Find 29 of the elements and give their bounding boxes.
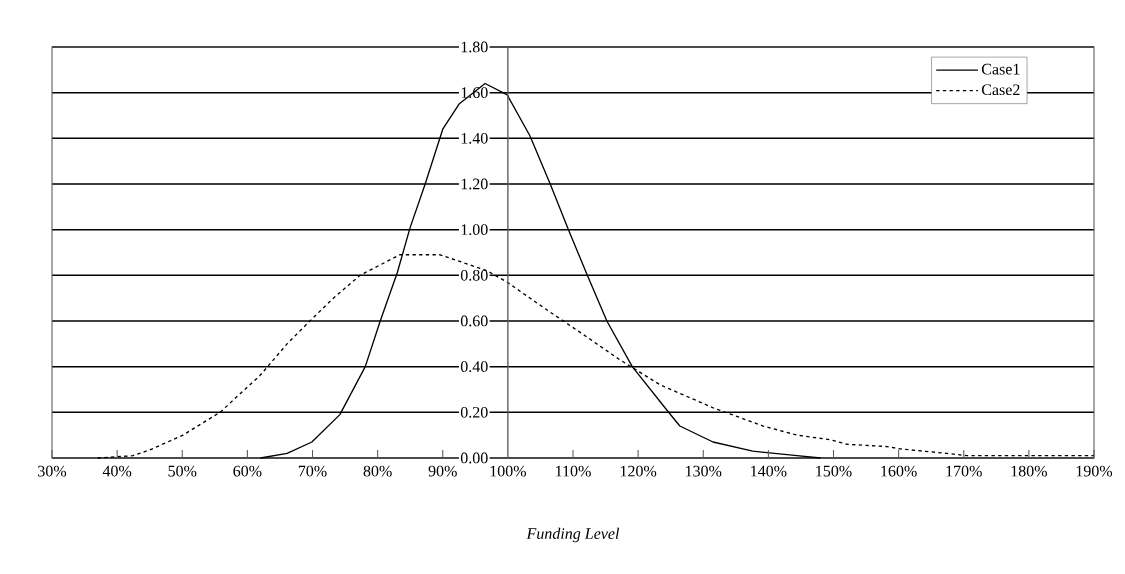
x-tick-label: 120%: [620, 465, 657, 477]
x-tick-label: 180%: [1011, 465, 1047, 477]
legend-label: Case2: [981, 84, 1020, 96]
x-tick-label: 190%: [1076, 465, 1113, 477]
x-tick-label: 110%: [556, 465, 591, 477]
legend-label: Case1: [981, 63, 1020, 75]
x-tick-label: 70%: [298, 465, 327, 477]
y-tick-label: 0.20: [460, 406, 488, 418]
x-tick-label: 60%: [233, 465, 262, 477]
y-tick-label: 1.20: [461, 178, 488, 190]
x-tick-label: 130%: [685, 465, 722, 477]
x-tick-label: 160%: [881, 465, 917, 477]
x-tick-label: 30%: [38, 465, 67, 477]
y-tick-label: 0.60: [460, 315, 488, 327]
x-tick-label: 100%: [490, 465, 526, 477]
y-tick-label: 0.00: [460, 452, 488, 464]
x-tick-label: 50%: [168, 465, 197, 477]
x-tick-label: 150%: [816, 465, 852, 477]
y-tick-label: 1.80: [461, 41, 488, 53]
y-tick-label: 0.80: [460, 269, 488, 281]
y-tick-label: 1.40: [461, 132, 488, 144]
y-tick-label: 0.40: [460, 361, 488, 373]
x-tick-label: 40%: [102, 465, 132, 477]
y-tick-label: 1.00: [461, 224, 488, 236]
x-tick-label: 170%: [946, 465, 982, 477]
x-tick-label: 80%: [363, 465, 392, 477]
x-tick-label: 90%: [428, 465, 457, 477]
x-tick-label: 140%: [751, 465, 787, 477]
x-axis-title: Funding Level: [526, 527, 620, 543]
